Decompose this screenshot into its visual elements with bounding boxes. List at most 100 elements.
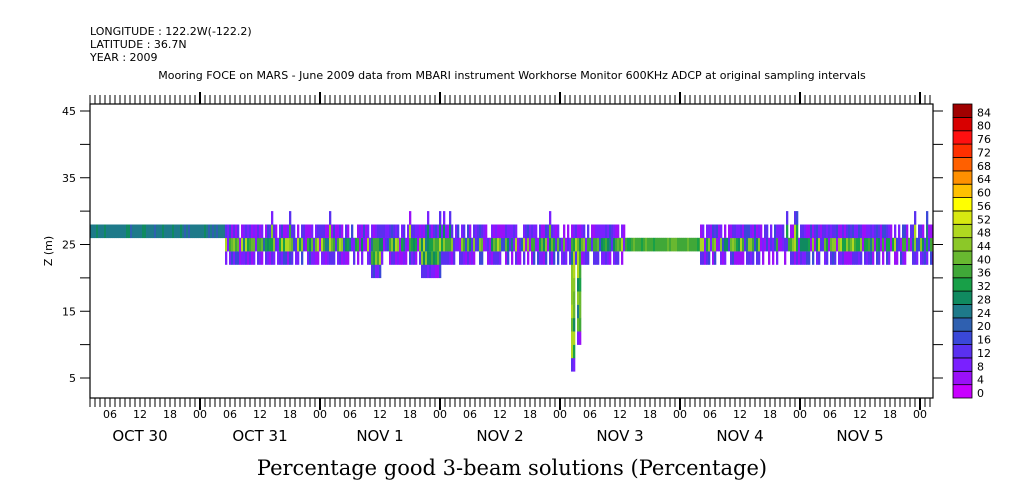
heatmap-cell [333, 224, 336, 239]
heatmap-cell [563, 237, 566, 252]
heatmap-cell [373, 264, 376, 279]
heatmap-cell [573, 317, 576, 332]
heatmap-cell [706, 237, 709, 252]
heatmap-cell [533, 224, 536, 239]
heatmap-cell [613, 251, 616, 265]
heatmap-cell [311, 237, 314, 252]
heatmap-cell [469, 224, 472, 239]
heatmap-cell [842, 237, 845, 252]
heatmap-cell [425, 264, 428, 279]
heatmap-cell [716, 224, 719, 239]
latitude-label: LATITUDE : 36.7N [90, 38, 187, 51]
plot-frame [89, 103, 934, 399]
heatmap-cell [225, 237, 228, 252]
heatmap-cell [495, 237, 498, 252]
heatmap-cell [553, 251, 556, 265]
heatmap-cell [774, 224, 777, 239]
heatmap-cell [283, 251, 286, 265]
heatmap-cell [439, 211, 442, 225]
heatmap-cell [459, 251, 462, 265]
heatmap-cell [742, 251, 745, 265]
heatmap-cell [249, 224, 252, 239]
hour-tick-label: 06 [703, 408, 717, 421]
heatmap-cell [393, 224, 396, 239]
heatmap-cell [874, 224, 877, 239]
heatmap-cell [301, 237, 304, 252]
heatmap-cell [776, 224, 779, 239]
heatmap-cell [523, 237, 526, 252]
heatmap-cell [926, 211, 929, 225]
heatmap-cell [369, 237, 372, 252]
heatmap-cell [491, 224, 494, 239]
heatmap-cell [912, 251, 915, 265]
heatmap-cell [758, 224, 761, 239]
heatmap-cell [742, 224, 745, 239]
heatmap-cell [385, 224, 388, 239]
heatmap-cell [597, 224, 600, 239]
heatmap-cell [521, 237, 524, 252]
heatmap-cell [573, 331, 576, 345]
heatmap-cell [335, 237, 338, 252]
heatmap-cell [225, 224, 228, 239]
colorbar-swatch [952, 384, 973, 399]
heatmap-cell [309, 251, 312, 265]
heatmap-cell [595, 251, 598, 265]
heatmap-cell [573, 358, 576, 372]
heatmap-cell [126, 224, 129, 239]
heatmap-cell [357, 237, 360, 252]
heatmap-cell [339, 237, 342, 252]
heatmap-cell [900, 251, 903, 265]
heatmap-cell [746, 237, 749, 252]
heatmap-cell [451, 251, 454, 265]
heatmap-cell [585, 237, 588, 252]
heatmap-cell [315, 224, 318, 239]
heatmap-cell [738, 237, 741, 252]
heatmap-cell [329, 224, 332, 239]
heatmap-cell [611, 237, 614, 252]
heatmap-cell [297, 224, 300, 239]
heatmap-cell [331, 251, 334, 265]
heatmap-cell [545, 251, 548, 265]
heatmap-cell [734, 224, 737, 239]
colorbar-label: 24 [977, 307, 991, 320]
heatmap-cell [473, 251, 476, 265]
heatmap-cell [439, 224, 442, 239]
heatmap-cell [760, 237, 763, 252]
heatmap-cell [381, 224, 384, 239]
heatmap-cell [503, 224, 506, 239]
heatmap-cell [862, 224, 865, 239]
heatmap-cell [758, 251, 761, 265]
heatmap-cell [756, 224, 759, 239]
heatmap-cell [253, 224, 256, 239]
heatmap-cell [367, 224, 370, 239]
heatmap-cell [814, 237, 817, 252]
heatmap-cell [257, 251, 260, 265]
heatmap-cell [571, 224, 574, 239]
heatmap-cell [327, 251, 330, 265]
heatmap-cell [443, 237, 446, 252]
heatmap-cell [649, 237, 652, 252]
heatmap-cell [790, 224, 793, 239]
heatmap-cell [439, 264, 442, 279]
heatmap-cell [697, 237, 700, 252]
colorbar-label: 72 [977, 147, 991, 160]
heatmap-cell [229, 251, 232, 265]
heatmap-cell [399, 237, 402, 252]
heatmap-cell [251, 224, 254, 239]
heatmap-cell [319, 237, 322, 252]
heatmap-cell [840, 237, 843, 252]
heatmap-cell [216, 224, 219, 239]
heatmap-cell [473, 224, 476, 239]
heatmap-cell [249, 251, 252, 265]
hour-tick-label: 00 [673, 408, 687, 421]
heatmap-cell [790, 237, 793, 252]
heatmap-cell [860, 237, 863, 252]
heatmap-cell [419, 237, 422, 252]
heatmap-cell [136, 224, 139, 239]
heatmap-cell [575, 251, 578, 265]
hour-tick-label: 00 [313, 408, 327, 421]
heatmap-cell [501, 237, 504, 252]
heatmap-cell [387, 237, 390, 252]
heatmap-cell [323, 251, 326, 265]
heatmap-cell [329, 251, 332, 265]
